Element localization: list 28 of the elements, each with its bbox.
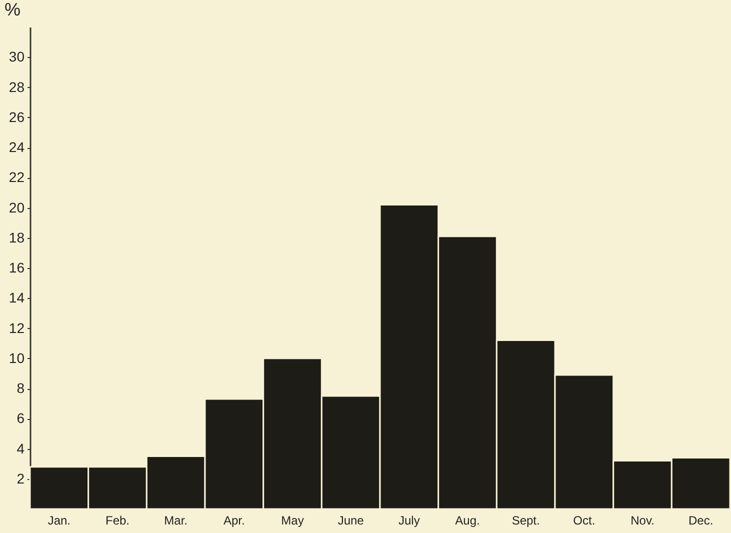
y-tick-label: 16 xyxy=(8,260,25,276)
x-tick-label: Jan. xyxy=(48,514,71,528)
x-tick-label: June xyxy=(338,514,364,528)
x-tick-label: Mar. xyxy=(164,514,188,528)
y-tick-label: 14 xyxy=(8,290,25,306)
y-tick-label: 30 xyxy=(8,48,25,65)
x-tick-label: May xyxy=(281,514,304,528)
y-tick-label: 2 xyxy=(16,470,25,486)
y-tick-label: 28 xyxy=(8,78,25,95)
y-tick-label: 24 xyxy=(8,139,25,155)
x-tick-label: July xyxy=(398,514,420,528)
y-tick-label: 22 xyxy=(8,169,25,186)
y-tick-label: 18 xyxy=(8,229,25,246)
y-tick-label: 6 xyxy=(16,410,25,426)
x-tick-label: Apr. xyxy=(223,514,245,528)
x-tick-label: Oct. xyxy=(573,514,596,528)
y-tick-label: 20 xyxy=(8,199,25,216)
y-tick-label: 8 xyxy=(16,380,25,396)
x-tick-label: Sept. xyxy=(512,514,540,528)
x-tick-label: Dec. xyxy=(688,514,714,528)
y-tick-label: 26 xyxy=(8,108,25,125)
y-tick-label: 4 xyxy=(16,440,25,456)
y-axis-title: % xyxy=(4,0,21,20)
x-tick-label: Feb. xyxy=(105,514,130,528)
x-tick-label: Aug. xyxy=(455,514,480,528)
y-tick-label: 10 xyxy=(8,350,25,366)
y-tick-label: 12 xyxy=(8,320,25,336)
x-tick-label: Nov. xyxy=(630,514,654,528)
